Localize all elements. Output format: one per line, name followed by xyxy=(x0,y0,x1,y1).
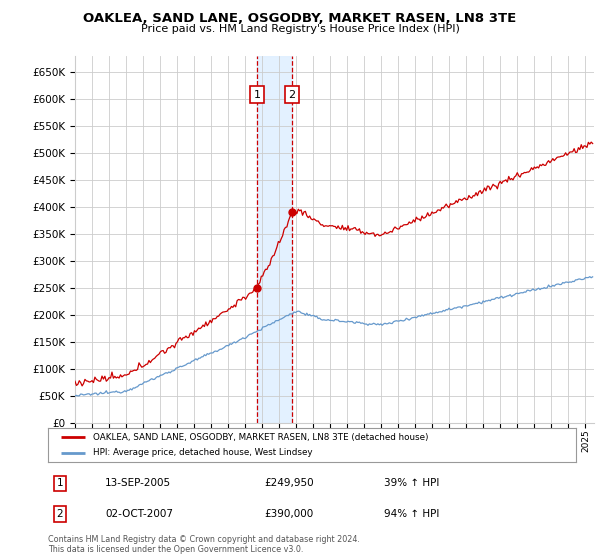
Text: 13-SEP-2005: 13-SEP-2005 xyxy=(105,478,171,488)
Text: Price paid vs. HM Land Registry's House Price Index (HPI): Price paid vs. HM Land Registry's House … xyxy=(140,24,460,34)
Text: 2: 2 xyxy=(56,509,64,519)
Text: 2: 2 xyxy=(289,90,296,100)
Text: This data is licensed under the Open Government Licence v3.0.: This data is licensed under the Open Gov… xyxy=(48,545,304,554)
Text: HPI: Average price, detached house, West Lindsey: HPI: Average price, detached house, West… xyxy=(93,449,313,458)
Bar xyxy=(257,56,292,423)
Text: Contains HM Land Registry data © Crown copyright and database right 2024.: Contains HM Land Registry data © Crown c… xyxy=(48,535,360,544)
Text: 94% ↑ HPI: 94% ↑ HPI xyxy=(384,509,439,519)
Text: 02-OCT-2007: 02-OCT-2007 xyxy=(105,509,173,519)
Text: OAKLEA, SAND LANE, OSGODBY, MARKET RASEN, LN8 3TE (detached house): OAKLEA, SAND LANE, OSGODBY, MARKET RASEN… xyxy=(93,433,428,442)
Text: £390,000: £390,000 xyxy=(264,509,313,519)
Text: 39% ↑ HPI: 39% ↑ HPI xyxy=(384,478,439,488)
Text: £249,950: £249,950 xyxy=(264,478,314,488)
Text: OAKLEA, SAND LANE, OSGODBY, MARKET RASEN, LN8 3TE: OAKLEA, SAND LANE, OSGODBY, MARKET RASEN… xyxy=(83,12,517,25)
Text: 1: 1 xyxy=(254,90,260,100)
Text: 1: 1 xyxy=(56,478,64,488)
